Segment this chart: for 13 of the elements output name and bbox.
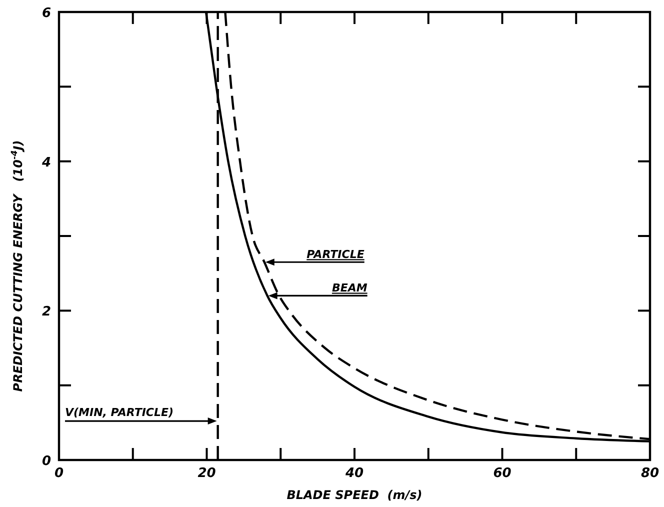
x-tick-label: 40 (344, 466, 364, 481)
x-tick-label: 20 (198, 466, 216, 481)
ref-line-label: V(MIN, PARTICLE) (65, 406, 174, 420)
annotation: PARTICLE (306, 248, 365, 262)
y-tick-label: 4 (40, 155, 51, 170)
y-tick-label: 2 (42, 304, 51, 320)
x-axis-title: BLADE SPEED (m/s) (286, 488, 422, 502)
annotation: BEAM (332, 282, 368, 295)
x-tick-label: 80 (640, 466, 660, 481)
x-tick-label: 60 (493, 466, 512, 481)
y-tick-label: 0 (42, 454, 51, 469)
y-tick-label: 6 (42, 6, 51, 21)
x-tick-label: 0 (54, 466, 64, 481)
